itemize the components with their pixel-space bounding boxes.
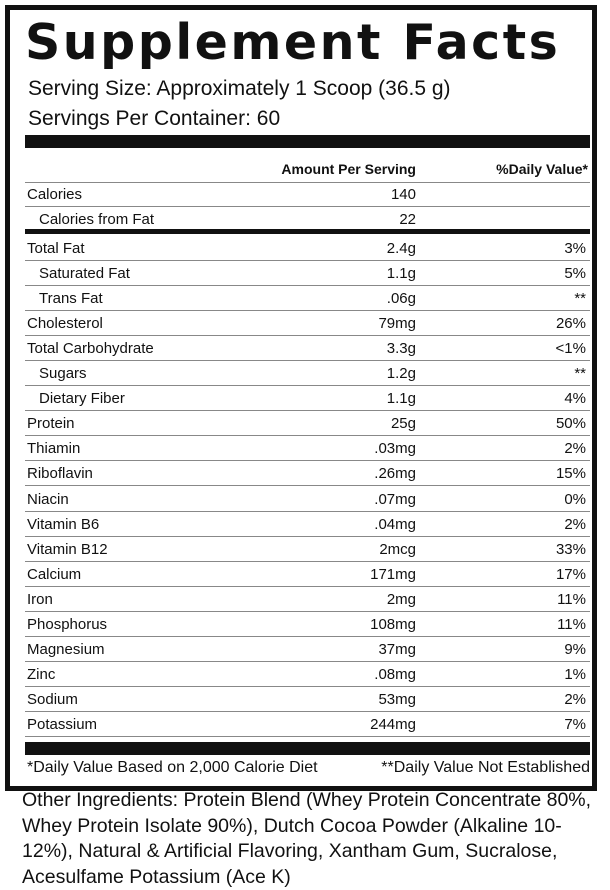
table-row: Potassium 244mg 7% [25,712,590,737]
daily-value: 3% [564,240,586,257]
nutrient-label: Sugars [39,365,87,383]
table-row: Sodium 53mg 2% [25,687,590,712]
divider-medium [25,229,590,234]
table-row: Saturated Fat 1.1g 5% [25,261,590,287]
nutrient-label: Calcium [27,565,82,583]
table-row: Zinc .08mg 1% [25,662,590,687]
table-row: Iron 2mg 11% [25,587,590,612]
amount-value: .08mg [374,665,416,683]
amount-value: 53mg [378,690,416,708]
nutrient-label: Calories [27,186,83,203]
nutrient-label: Potassium [27,715,98,733]
table-row: Vitamin B6 .04mg 2% [25,512,590,537]
table-row: Cholesterol 79mg 26% [25,311,590,337]
daily-value: 11% [557,615,586,633]
amount-value: 1.1g [386,265,416,283]
amount-value: 1.2g [386,365,416,383]
nutrient-label: Niacin [27,490,69,508]
panel-title: Supplement Facts [25,14,561,71]
amount-value: .03mg [374,440,416,458]
daily-value: 5% [564,265,586,283]
amount-value: 140 [390,186,416,203]
amount-value: 25g [390,415,416,433]
amount-value: .04mg [374,515,416,533]
nutrient-label: Calories from Fat [39,211,155,228]
daily-value: 7% [564,715,586,733]
amount-value: 22 [399,211,416,228]
table-row: Phosphorus 108mg 11% [25,612,590,637]
nutrient-label: Trans Fat [39,290,103,308]
daily-value: 0% [564,490,586,508]
nutrient-label: Saturated Fat [39,265,130,283]
table-row: Magnesium 37mg 9% [25,637,590,662]
daily-value: 26% [555,315,586,333]
daily-value: ** [574,290,586,308]
table-row: Trans Fat .06g ** [25,286,590,312]
amount-value: 108mg [370,615,416,633]
nutrient-label: Vitamin B12 [27,540,108,558]
daily-value: 15% [555,465,586,483]
nutrient-label: Total Fat [27,240,85,257]
divider-thick [25,135,590,148]
dv-header: %Daily Value* [496,161,588,177]
nutrient-label: Riboflavin [27,465,93,483]
amount-value: 3.3g [386,340,416,358]
table-row: Riboflavin .26mg 15% [25,461,590,487]
nutrient-label: Iron [27,590,53,608]
amount-header: Amount Per Serving [281,161,416,177]
amount-value: 244mg [370,715,416,733]
nutrient-label: Magnesium [27,640,105,658]
other-ingredients: Other Ingredients: Protein Blend (Whey P… [22,789,592,888]
amount-value: 79mg [378,315,416,333]
nutrient-label: Vitamin B6 [27,515,100,533]
daily-value: 2% [564,690,586,708]
amount-value: 2mg [386,590,416,608]
amount-value: 171mg [370,565,416,583]
nutrient-label: Phosphorus [27,615,108,633]
table-row: Protein 25g 50% [25,411,590,437]
footnote-daily-value: *Daily Value Based on 2,000 Calorie Diet [27,759,318,776]
table-row: Thiamin .03mg 2% [25,436,590,462]
servings-per-container: Servings Per Container: 60 [28,107,281,130]
amount-value: 2.4g [386,240,416,257]
supplement-facts-panel: Supplement Facts Serving Size: Approxima… [5,5,597,791]
table-row: Niacin .07mg 0% [25,487,590,512]
daily-value: 1% [564,665,586,683]
nutrient-label: Dietary Fiber [39,390,125,408]
nutrient-label: Sodium [27,690,78,708]
table-row: Calories 140 [25,182,590,207]
table-row: Total Carbohydrate 3.3g <1% [25,336,590,362]
daily-value: 4% [564,390,586,408]
daily-value: 17% [555,565,586,583]
table-row: Total Fat 2.4g 3% [25,236,590,261]
table-row: Calcium 171mg 17% [25,562,590,587]
amount-value: 2mcg [379,540,416,558]
daily-value: 11% [557,590,586,608]
divider-thick-bottom [25,742,590,755]
table-header: Amount Per Serving %Daily Value* [25,156,590,183]
nutrient-label: Cholesterol [27,315,103,333]
table-row: Sugars 1.2g ** [25,361,590,387]
amount-value: 1.1g [386,390,416,408]
daily-value: 33% [555,540,586,558]
amount-value: 37mg [378,640,416,658]
serving-size: Serving Size: Approximately 1 Scoop (36.… [28,77,451,100]
daily-value: 9% [564,640,586,658]
daily-value: 2% [564,515,586,533]
nutrient-label: Protein [27,415,75,433]
daily-value: <1% [555,340,586,358]
amount-value: .26mg [374,465,416,483]
nutrient-label: Zinc [27,665,56,683]
table-row: Dietary Fiber 1.1g 4% [25,386,590,412]
daily-value: ** [574,365,586,383]
amount-value: .07mg [374,490,416,508]
footnote-not-established: **Daily Value Not Established [381,759,590,776]
nutrient-label: Thiamin [27,440,81,458]
daily-value: 50% [555,415,586,433]
amount-value: .06g [386,290,416,308]
nutrient-label: Total Carbohydrate [27,340,154,358]
daily-value: 2% [564,440,586,458]
table-row: Vitamin B12 2mcg 33% [25,537,590,562]
